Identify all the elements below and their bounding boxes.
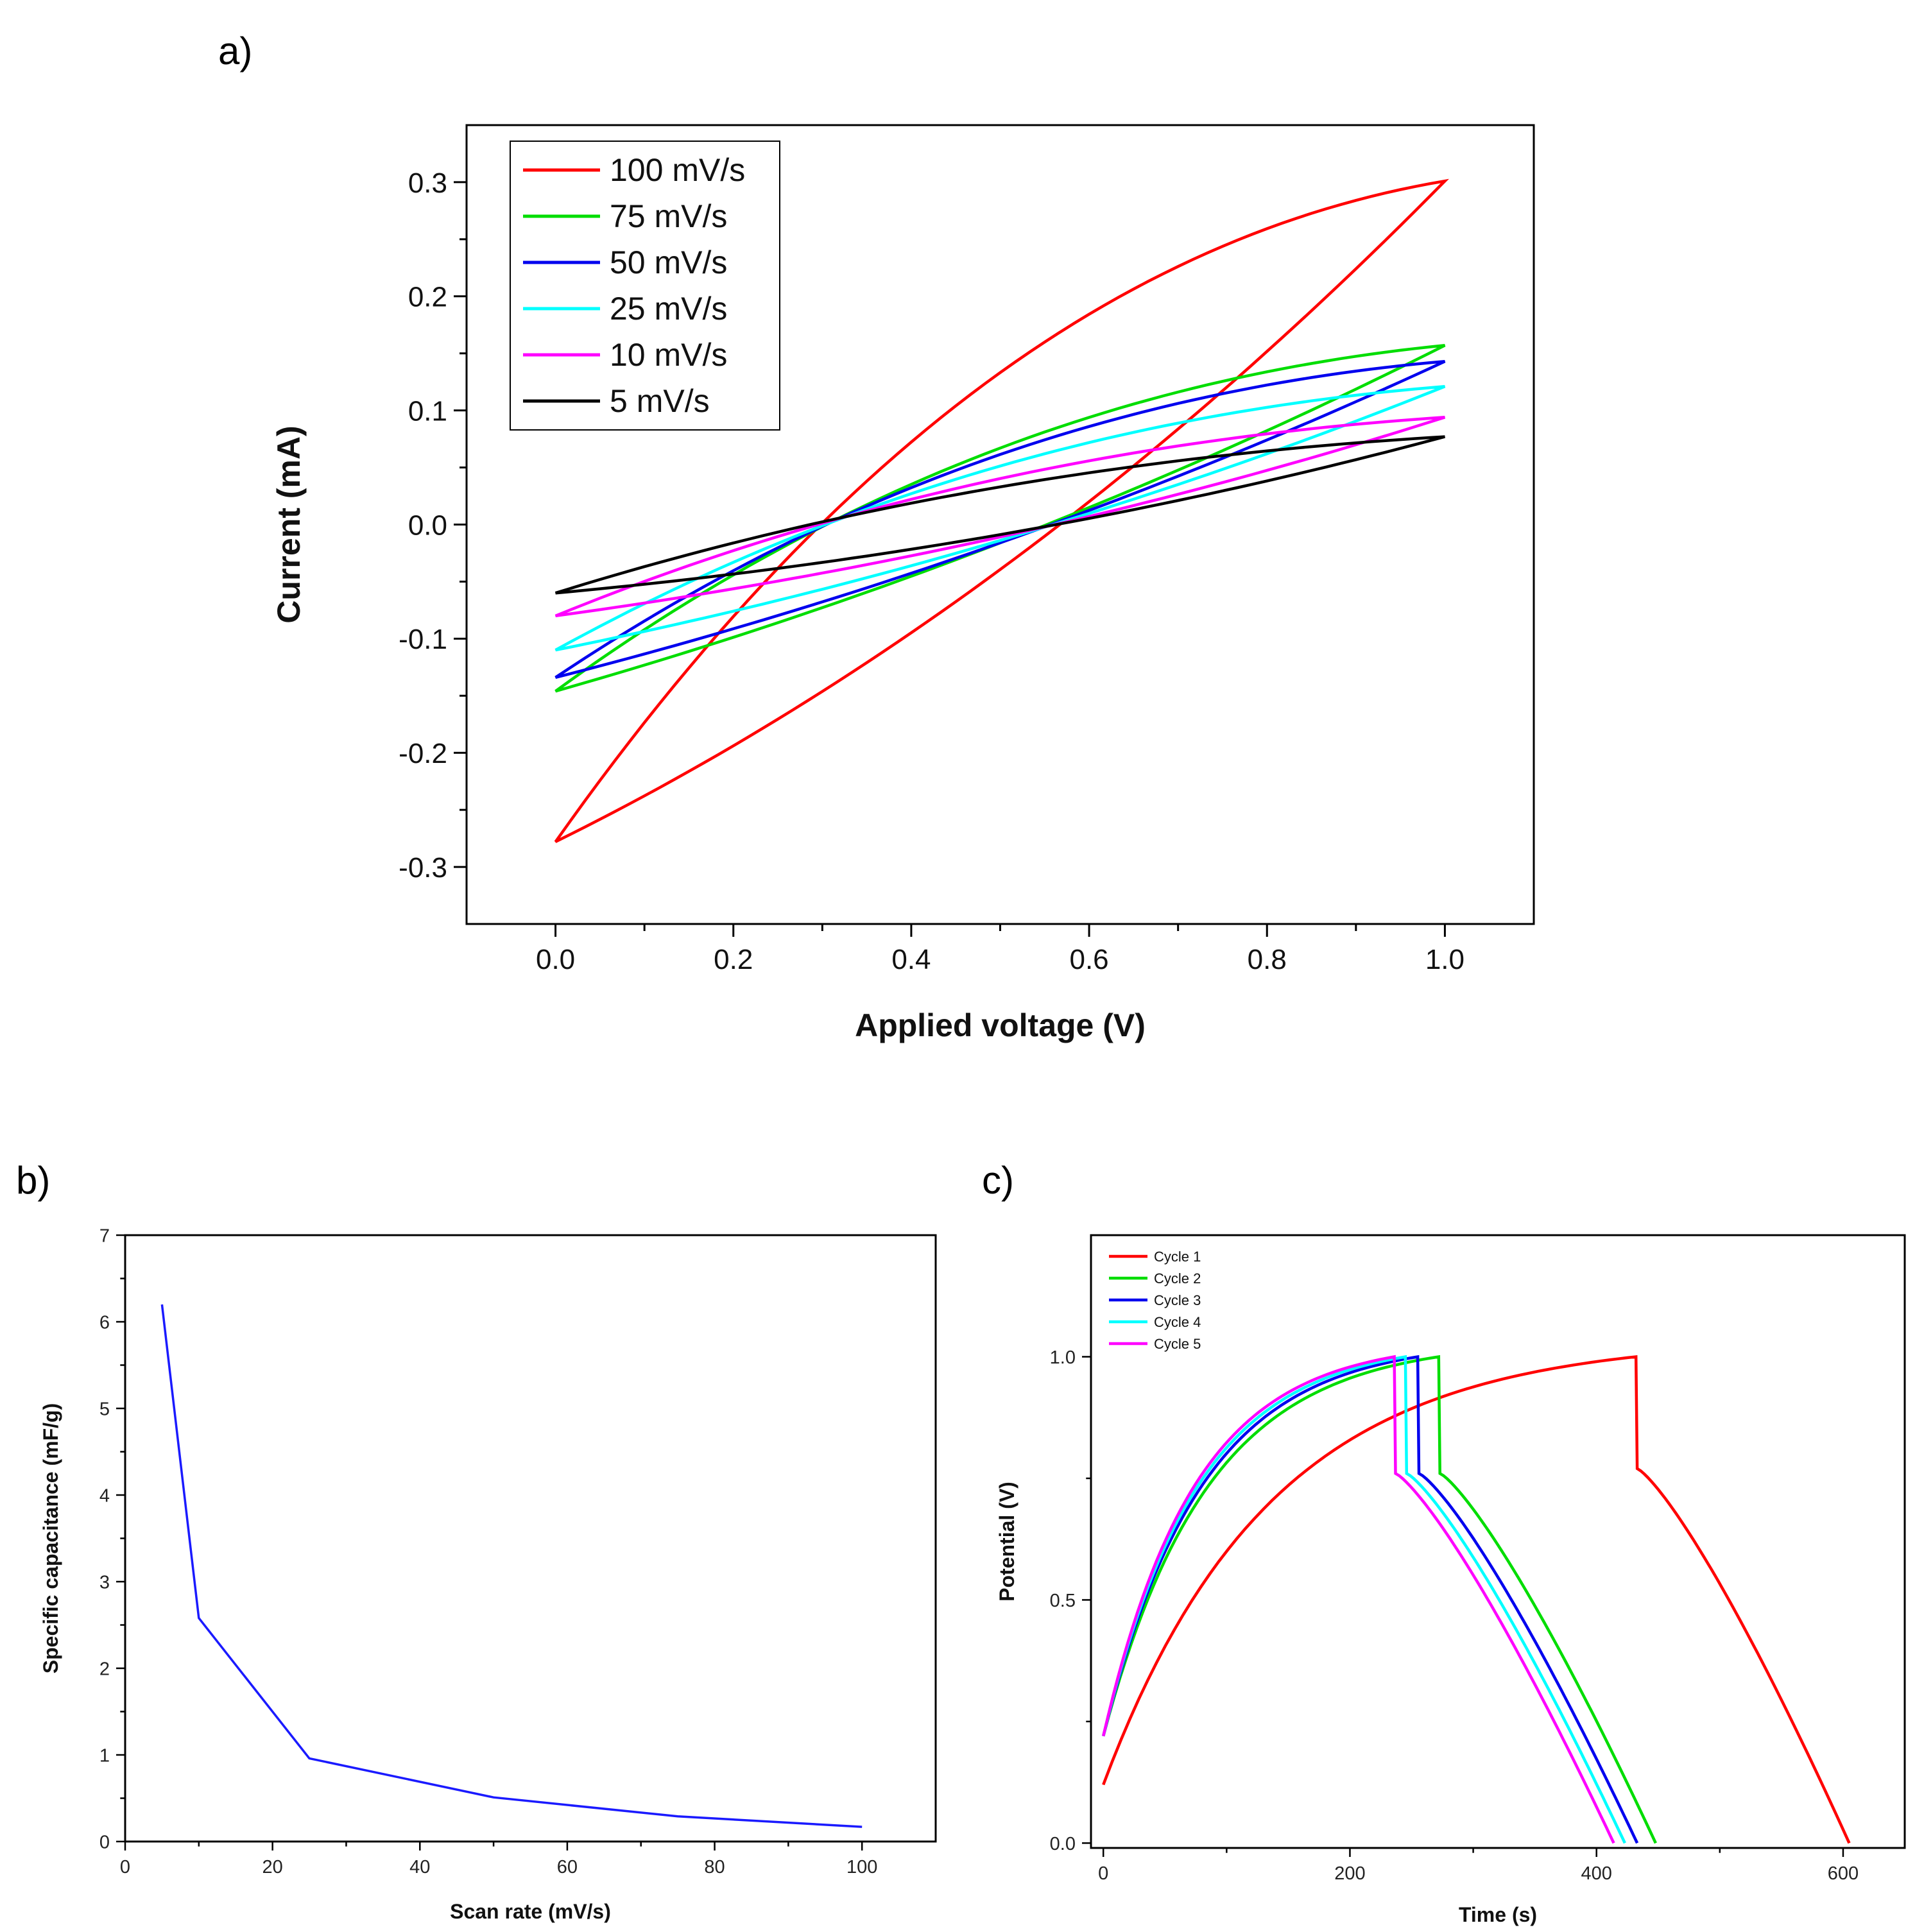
y-tick-label: 4 [99,1485,110,1506]
plot-frame [124,1234,937,1843]
x-tick-label: 0 [120,1857,130,1877]
y-tick-label: 1.0 [1050,1347,1076,1368]
legend-label: Cycle 2 [1154,1270,1201,1287]
x-tick-label: 600 [1828,1863,1859,1884]
capacitance-line [160,1304,863,1828]
cv-series-5 [554,435,1445,595]
x-tick-label: 0.0 [536,944,575,975]
legend-label: Cycle 4 [1154,1314,1201,1330]
gcd-series-1 [1102,1355,1657,1844]
x-tick-label: 200 [1334,1863,1365,1884]
x-tick-label: 0.8 [1248,944,1287,975]
y-tick-label: 0.1 [408,395,447,427]
y-tick-label: 0.3 [408,167,447,199]
panel-label-a: a) [218,30,252,73]
panel-label-c: c) [982,1159,1014,1202]
legend-label: 5 mV/s [610,383,710,419]
x-tick-label: 0.4 [891,944,931,975]
x-tick-label: 40 [409,1857,430,1877]
legend-label: 75 mV/s [610,198,727,234]
x-tick-label: 400 [1581,1863,1612,1884]
y-axis-label: Specific capacitance (mF/g) [39,1403,62,1673]
x-tick-label: 0 [1098,1863,1108,1884]
legend-label: Cycle 5 [1154,1336,1201,1352]
gcd-series-4 [1102,1355,1615,1844]
x-tick-label: 60 [557,1857,578,1877]
legend-label: 10 mV/s [610,337,727,373]
capacitance-chart: 0 20 40 60 80 100 0 1 2 3 4 5 6 7 Scan rate (mV/s) Spec… [39,1226,937,1923]
gcd-series-0 [1102,1355,1851,1844]
y-tick-label: 0.0 [408,509,447,541]
cv-series-2 [554,359,1446,679]
y-tick-label: -0.2 [399,738,447,769]
y-tick-label: 0 [99,1832,110,1852]
x-axis-label: Time (s) [1459,1903,1537,1926]
x-tick-label: 100 [846,1857,877,1877]
x-tick-label: 20 [262,1857,283,1877]
plot-frame [1090,1234,1906,1849]
y-tick-label: 6 [99,1312,110,1333]
legend-label: Cycle 1 [1154,1249,1201,1265]
legend-label: 50 mV/s [610,244,727,280]
x-tick-label: 1.0 [1425,944,1464,975]
cv-series-0 [554,178,1449,843]
legend-label: 100 mV/s [610,152,745,188]
x-tick-label: 0.6 [1069,944,1108,975]
y-tick-label: 0.5 [1050,1591,1076,1611]
y-tick-label: 0.0 [1050,1834,1076,1854]
x-axis-label: Scan rate (mV/s) [450,1900,611,1923]
x-axis-label: Applied voltage (V) [855,1007,1146,1043]
y-tick-label: 1 [99,1745,110,1766]
y-axis-label: Current (mA) [271,425,307,623]
panel-label-b: b) [16,1159,50,1202]
legend-label: Cycle 3 [1154,1292,1201,1308]
x-tick-label: 0.2 [714,944,753,975]
gcd-series-3 [1102,1355,1626,1844]
y-tick-label: 5 [99,1399,110,1419]
y-tick-label: -0.3 [399,852,447,884]
x-tick-label: 80 [704,1857,725,1877]
gcd-chart: 0 200 400 600 0.0 0.5 1.0 Time (s) Potential (V)… [995,1234,1906,1926]
y-tick-label: 2 [99,1659,110,1679]
y-tick-label: 3 [99,1572,110,1593]
legend-label: 25 mV/s [610,291,727,327]
y-tick-label: -0.1 [399,624,447,655]
y-tick-label: 7 [99,1226,110,1246]
cv-chart: 0.0 0.2 0.4 0.6 0.8 1.0 -0.3 -0.2 -0.1 0.0 0.1 0.2 0… [271,124,1535,1043]
legend-box [510,141,780,431]
y-tick-label: 0.2 [408,282,447,313]
gcd-series-2 [1102,1355,1639,1844]
y-axis-label: Potential (V) [995,1482,1018,1602]
